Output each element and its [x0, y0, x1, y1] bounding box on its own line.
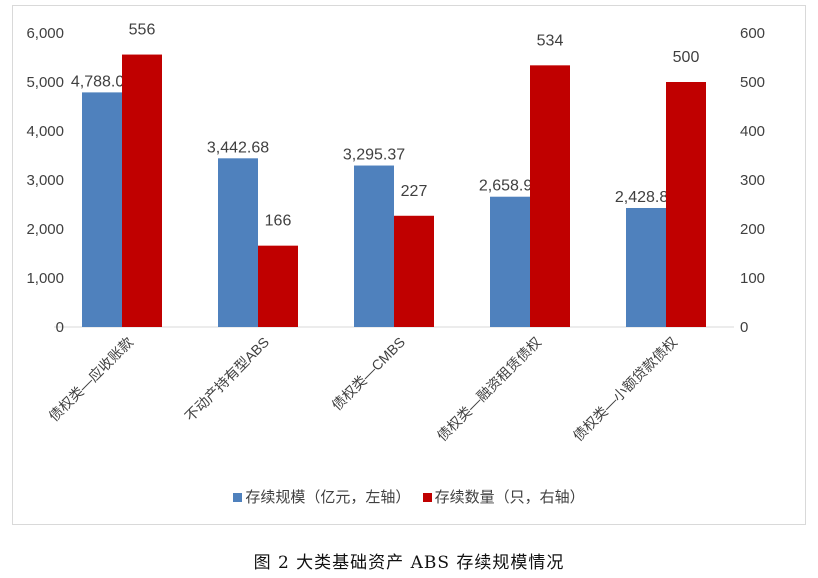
- dual-axis-bar-chart: 0 1,000 2,000 3,000 4,000 5,000 6,000 0 100 200 30…: [26, 22, 765, 445]
- category-label: 债权类—融资租赁债权: [434, 334, 544, 444]
- legend-swatch-blue: [233, 493, 243, 502]
- bar-count: [530, 65, 570, 327]
- bar-count: [122, 54, 162, 328]
- legend-item-scale: 存续规模（亿元，左轴）: [233, 489, 410, 506]
- category-label: 债权类—应收账款: [46, 334, 137, 425]
- category-label: 不动产持有型ABS: [182, 334, 273, 425]
- bar-scale: [82, 92, 122, 327]
- bar-scale: [218, 158, 258, 327]
- left-tick-label: 1,000: [26, 270, 64, 287]
- data-label: 500: [673, 49, 700, 66]
- right-tick-label: 0: [740, 319, 748, 336]
- data-label: 2,658.92: [479, 178, 541, 195]
- bar-count: [258, 245, 298, 327]
- data-label: 3,442.68: [207, 139, 269, 156]
- left-tick-label: 4,000: [26, 123, 64, 140]
- left-tick-label: 3,000: [26, 172, 64, 189]
- data-label: 2,428.82: [615, 189, 677, 206]
- right-tick-label: 400: [740, 123, 765, 140]
- bar-count: [666, 82, 706, 327]
- legend-item-count: 存续数量（只，右轴）: [422, 489, 585, 506]
- legend-label: 存续规模（亿元，左轴）: [245, 489, 411, 506]
- chart-frame: [12, 5, 806, 525]
- right-tick-label: 100: [740, 270, 765, 287]
- left-tick-label: 5,000: [26, 74, 64, 91]
- legend-swatch-red: [422, 493, 432, 502]
- left-tick-label: 2,000: [26, 221, 64, 238]
- data-label: 556: [129, 22, 156, 39]
- bar-scale: [490, 196, 530, 327]
- data-label: 4,788.07: [71, 73, 133, 90]
- legend-label: 存续数量（只，右轴）: [434, 489, 585, 506]
- right-tick-label: 500: [740, 74, 765, 91]
- legend: 存续规模（亿元，左轴） 存续数量（只，右轴）: [0, 486, 818, 507]
- bar-scale: [354, 165, 394, 327]
- left-tick-label: 6,000: [26, 25, 64, 42]
- data-label: 534: [537, 32, 564, 49]
- figure-caption: 图 2 大类基础资产 ABS 存续规模情况: [253, 553, 565, 573]
- data-label: 227: [401, 183, 428, 200]
- category-label: 债权类—CMBS: [329, 334, 409, 414]
- bar-count: [394, 215, 434, 327]
- right-tick-label: 200: [740, 221, 765, 238]
- left-tick-label: 0: [56, 319, 64, 336]
- data-label: 166: [265, 213, 292, 230]
- right-tick-label: 300: [740, 172, 765, 189]
- category-label: 债权类—小额贷款债权: [570, 334, 680, 444]
- bar-scale: [626, 207, 666, 327]
- right-tick-label: 600: [740, 25, 765, 42]
- data-label: 3,295.37: [343, 147, 405, 164]
